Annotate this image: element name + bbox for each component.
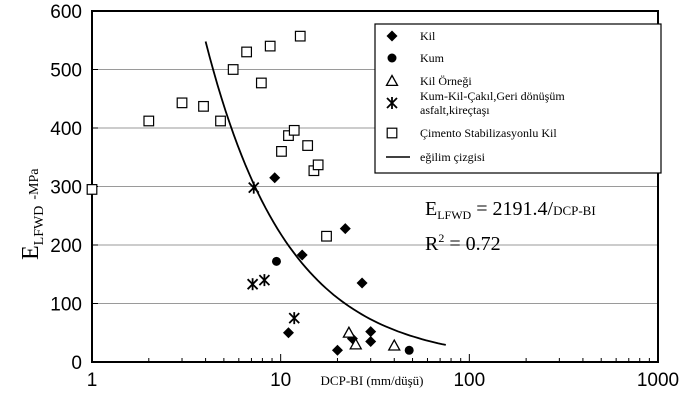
- point-diamond: [339, 223, 351, 235]
- legend-label: Çimento Stabilizasyonlu Kil: [420, 126, 557, 140]
- y-tick-label: 100: [50, 295, 82, 316]
- point-triangle: [342, 325, 356, 338]
- legend-frame: [374, 23, 662, 174]
- point-star: [288, 312, 300, 325]
- svg-text:ELFWD-MPa: ELFWD -MPa: [18, 168, 47, 260]
- point-square: [302, 140, 314, 151]
- y-tick-label: 600: [50, 2, 82, 23]
- point-square: [255, 77, 267, 89]
- legend-marker-circle: [387, 53, 397, 63]
- point-square: [198, 100, 209, 112]
- legend-marker-diamond: [386, 30, 398, 42]
- y-tick-label: 500: [50, 61, 82, 82]
- y-tick-label: 300: [50, 178, 82, 199]
- trend-line: [204, 41, 446, 346]
- axes: 0 100 200 300 400 500 600 1 10 100 1000: [50, 2, 679, 391]
- point-square: [227, 64, 239, 75]
- legend-marker-star: [386, 97, 398, 109]
- y-tick-label: 400: [50, 119, 82, 140]
- point-diamond: [331, 344, 343, 356]
- legend-label: Kum: [420, 51, 445, 65]
- point-diamond: [356, 277, 368, 289]
- x-axis-label: DCP-BI (mm/düşü): [321, 373, 424, 388]
- equation-lhs-sub: LFWD: [437, 208, 471, 222]
- point-square: [241, 46, 253, 58]
- x-tick-label: 1: [87, 370, 98, 391]
- legend-label: Kil: [420, 29, 436, 43]
- equation-rhs-small: DCP-BI: [553, 203, 596, 218]
- x-tick-label: 1000: [637, 370, 679, 391]
- equation-lhs: E: [425, 198, 437, 220]
- point-diamond: [365, 336, 377, 348]
- point-triangle: [349, 337, 363, 350]
- point-square: [321, 230, 332, 242]
- y-axis-label-sub: LFWD: [32, 206, 47, 246]
- point-square: [264, 40, 276, 52]
- point-square: [294, 30, 306, 42]
- r2-lhs: R: [425, 233, 439, 255]
- point-star: [258, 274, 271, 287]
- r-squared-annotation: R2 = 0.72: [425, 231, 501, 255]
- y-axis-label-main: E: [18, 245, 44, 260]
- point-diamond: [296, 249, 308, 261]
- y-axis-label-unit: -MPa: [27, 168, 42, 200]
- equation-annotation: ELFWD = 2191.4/DCP-BI: [425, 198, 596, 222]
- legend-marker-square: [386, 127, 398, 139]
- point-diamond: [365, 326, 377, 338]
- y-tick-label: 200: [50, 236, 82, 257]
- x-tick-label: 100: [453, 370, 485, 391]
- point-circle: [271, 256, 281, 266]
- equation-rhs: = 2191.4/: [471, 198, 553, 220]
- point-diamond: [269, 172, 281, 184]
- point-square: [176, 97, 188, 109]
- data-marks: [86, 30, 446, 356]
- point-circle: [404, 345, 414, 355]
- point-square: [312, 159, 324, 171]
- point-square: [288, 124, 300, 136]
- x-tick-label: 10: [270, 370, 291, 391]
- point-diamond: [282, 327, 294, 339]
- point-square: [215, 115, 226, 127]
- legend-label: Kum-Kil-Çakıl,Geri dönüşüm asfalt,kireçta…: [420, 89, 565, 117]
- point-square: [86, 184, 98, 195]
- legend-label: eğilim çizgisi: [420, 150, 486, 164]
- point-star: [246, 278, 259, 291]
- legend-marker-triangle: [385, 74, 399, 87]
- y-tick-label: 0: [71, 353, 82, 374]
- point-square: [276, 146, 287, 157]
- legend-label: Kil Örneği: [420, 74, 472, 88]
- point-square: [143, 115, 155, 127]
- r2-sup: 2: [438, 231, 444, 245]
- point-triangle: [387, 338, 401, 351]
- r2-rhs: = 0.72: [444, 233, 500, 255]
- y-axis-label: ELFWD -MPa: [18, 168, 47, 260]
